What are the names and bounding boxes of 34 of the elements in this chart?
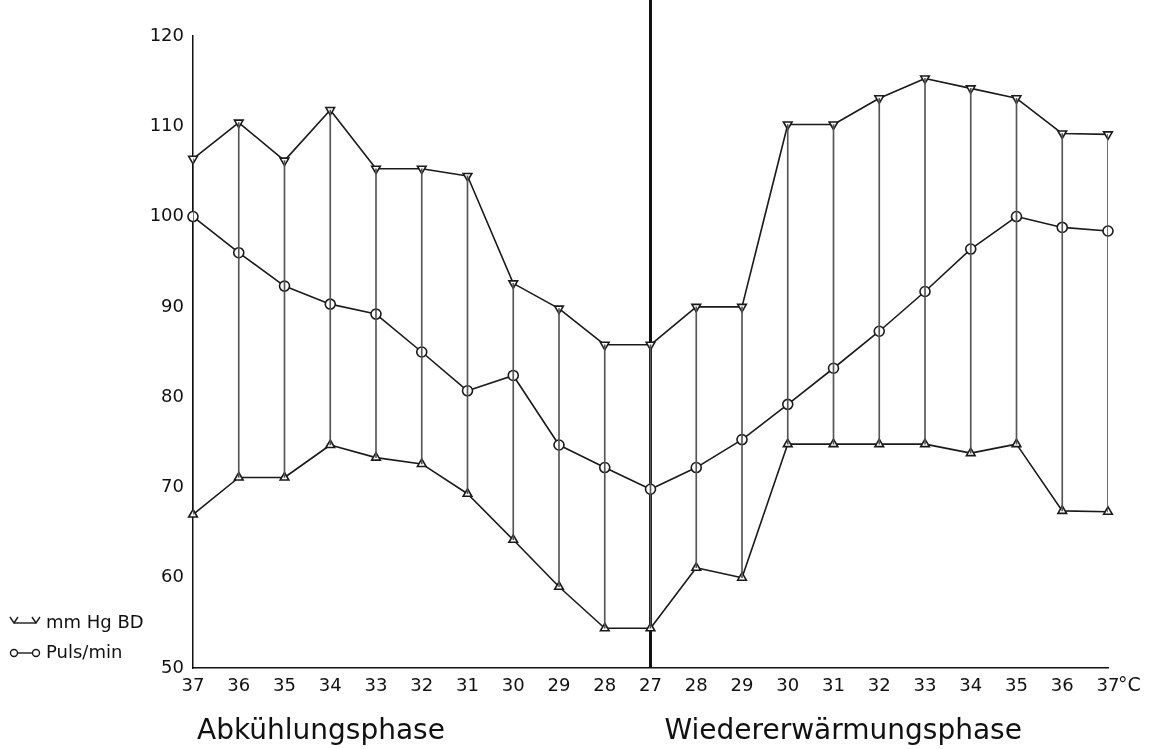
text: Wiedererwärmungsphase [664,713,1022,747]
legend-label: mm Hg BD [46,610,144,632]
x-tick-label: 32 [410,674,434,696]
y-tick-label: 100 [149,204,184,226]
x-tick-label: 29 [547,674,571,696]
x-tick-label: 28 [593,674,617,696]
x-tick-label: 28 [684,674,708,696]
text: Abkühlungsphase [197,713,445,747]
x-tick-label: 31 [822,674,845,696]
x-tick-label: 29 [730,674,754,696]
x-tick-label: 32 [867,674,891,696]
x-tick-label: 34 [959,674,983,696]
y-tick-label: 90 [161,294,184,316]
x-tick-label: 30 [501,674,525,696]
x-tick-label: 27 [639,674,662,696]
y-tick-label: 60 [161,565,184,587]
y-tick-label: 110 [149,113,184,135]
x-tick-label: 35 [1005,674,1028,696]
legend-label: Puls/min [46,640,123,662]
x-tick-label: 33 [364,674,388,696]
x-axis-title: °C [1118,672,1141,695]
x-tick-label: 37 [181,674,205,696]
x-tick-label: 33 [913,674,937,696]
x-tick-label: 36 [227,674,251,696]
y-tick-label: 70 [161,475,184,497]
x-tick-label: 36 [1050,674,1074,696]
x-tick-label: 37 [1096,674,1120,696]
y-tick-label: 80 [161,384,184,406]
y-tick-label: 120 [149,23,184,45]
x-tick-label: 31 [456,674,479,696]
x-tick-label: 34 [318,674,342,696]
x-tick-label: 35 [273,674,296,696]
x-tick-label: 30 [776,674,800,696]
y-tick-label: 50 [161,655,184,677]
